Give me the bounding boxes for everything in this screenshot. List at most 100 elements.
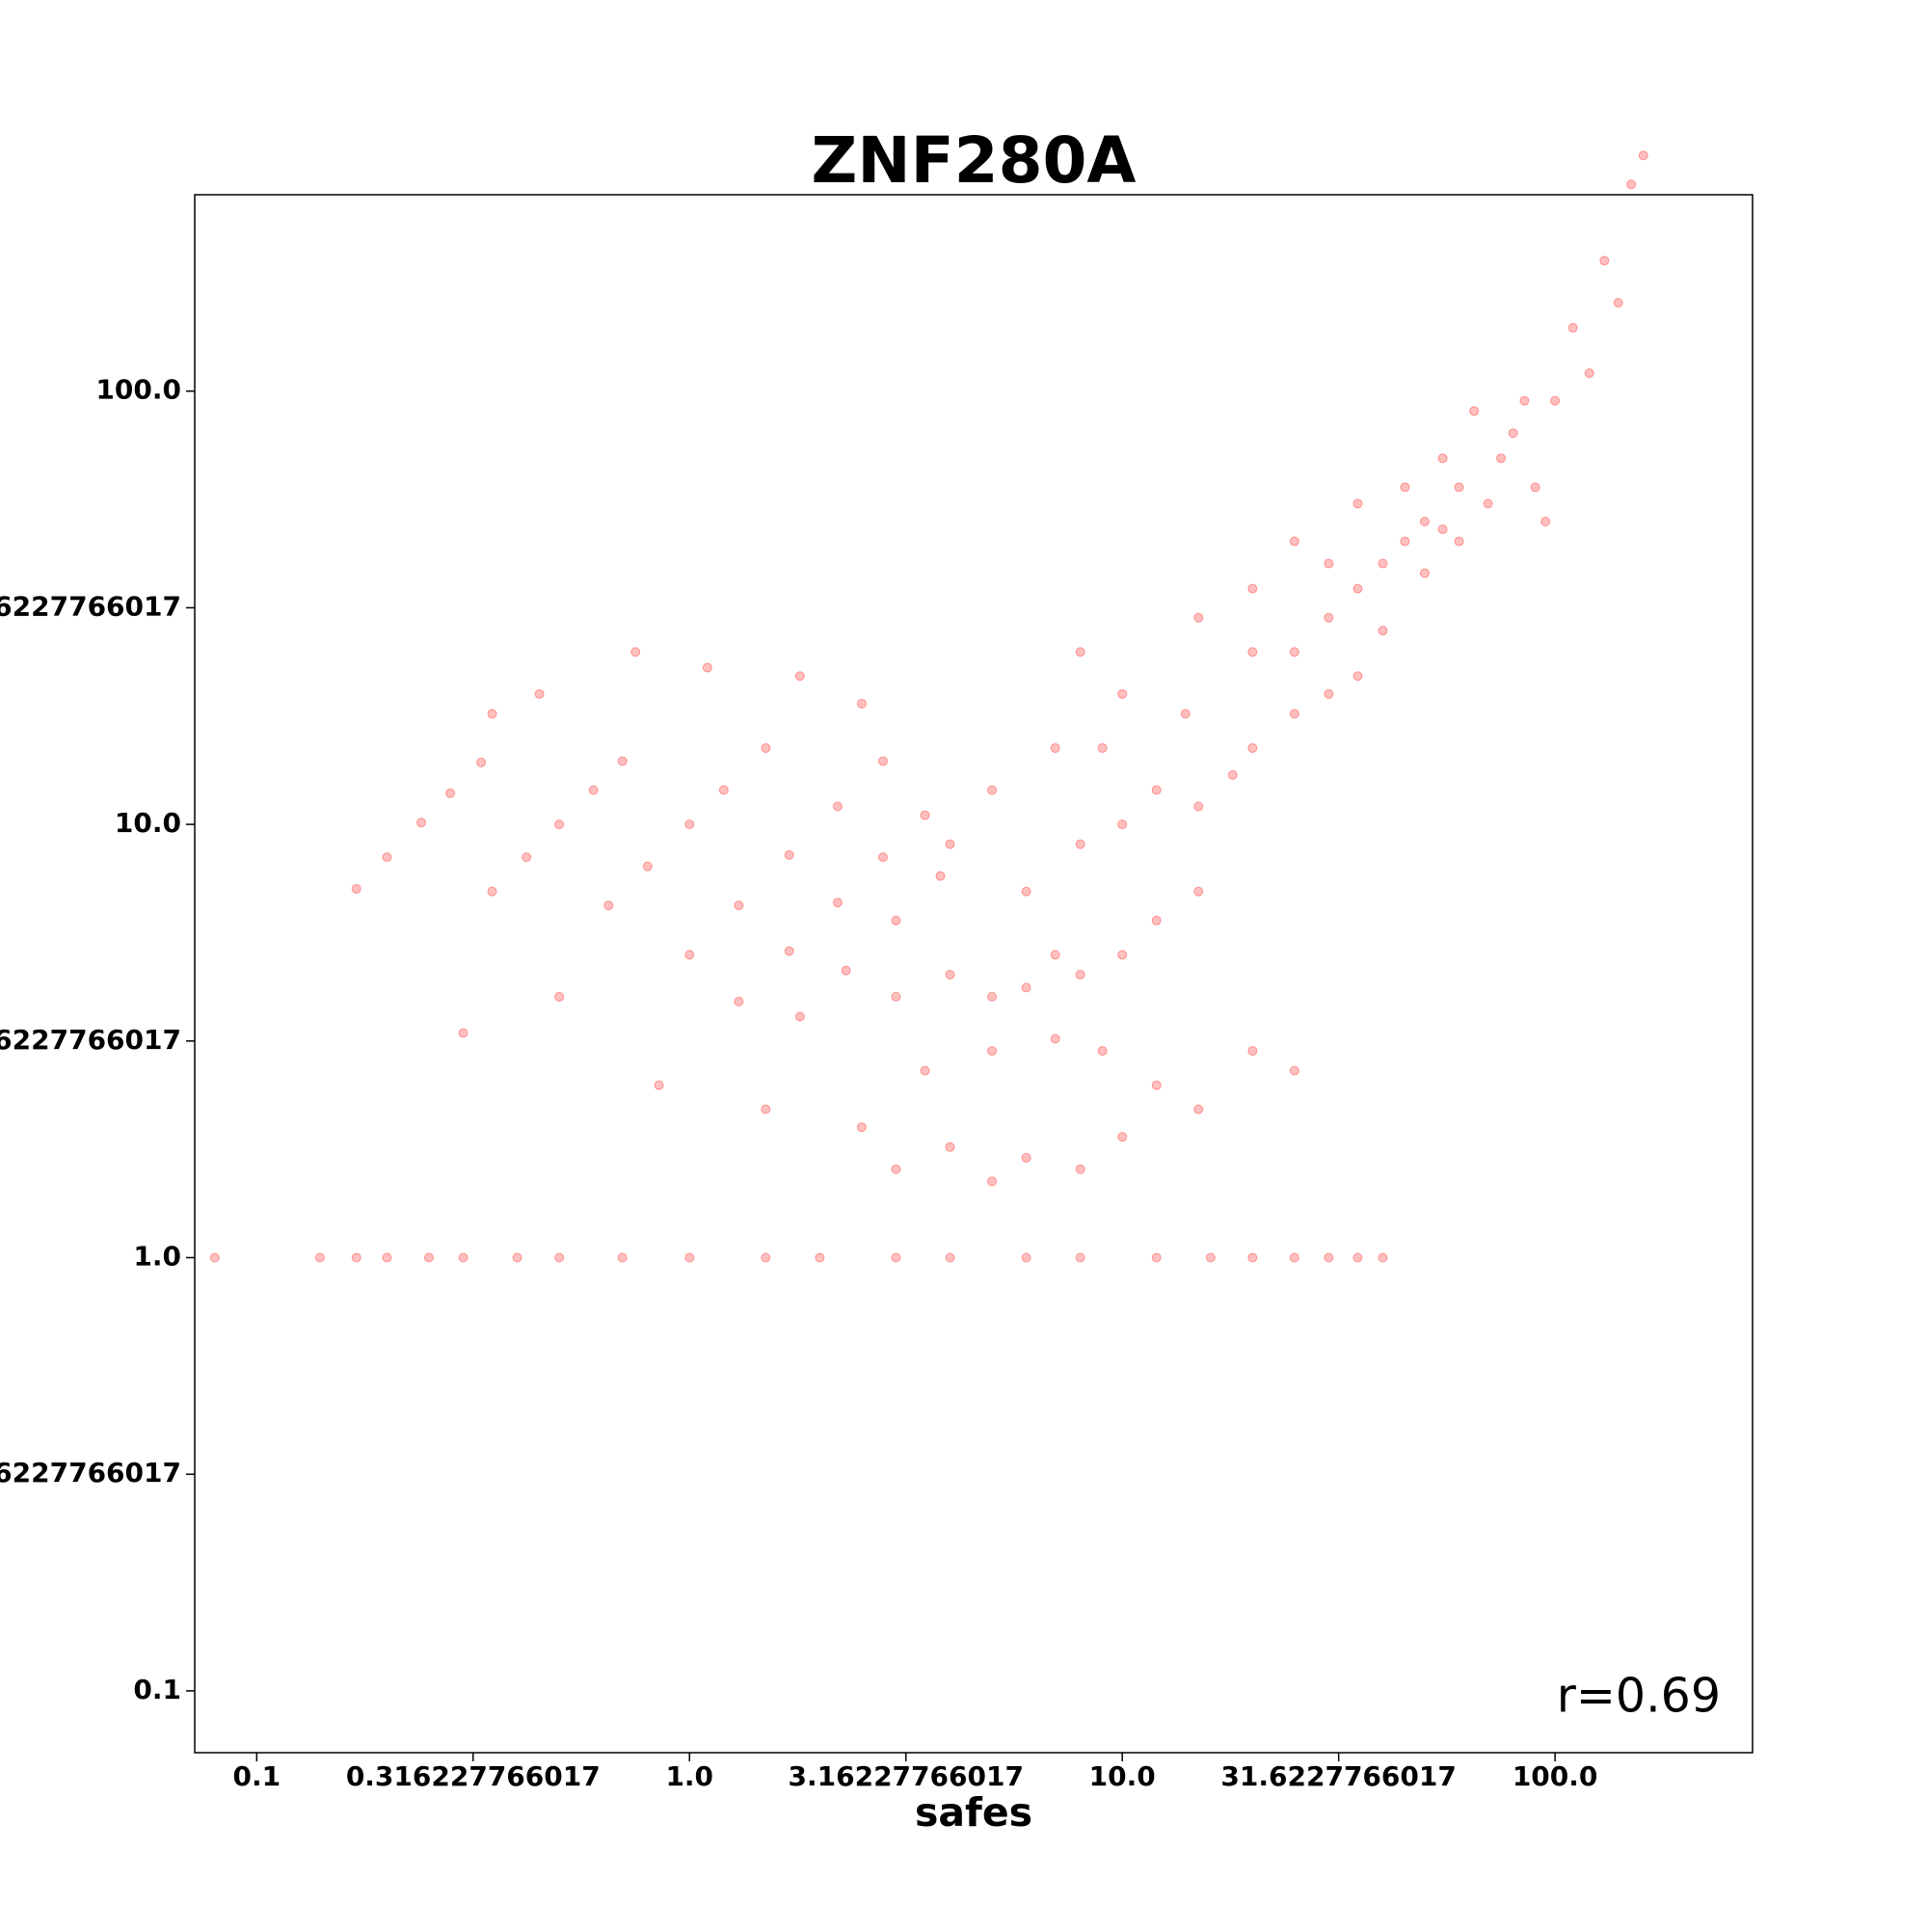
point	[1289, 709, 1299, 719]
point	[1247, 742, 1258, 753]
point	[945, 1141, 955, 1152]
x-tick-label: 10.0	[1089, 1760, 1156, 1792]
point	[877, 852, 888, 863]
point	[1496, 453, 1507, 464]
point	[487, 709, 497, 719]
point	[1151, 785, 1162, 795]
point	[1352, 583, 1363, 594]
point	[1550, 395, 1561, 406]
point	[761, 742, 771, 753]
point	[891, 1164, 901, 1174]
point	[945, 969, 955, 979]
point	[1097, 742, 1108, 753]
point	[877, 756, 888, 766]
point	[1378, 626, 1388, 636]
point	[1419, 516, 1430, 526]
point	[891, 915, 901, 926]
point	[1289, 1065, 1299, 1076]
x-tick-label: 3.16227766017	[789, 1760, 1024, 1792]
point	[351, 883, 362, 894]
point	[1378, 558, 1388, 569]
point	[718, 785, 729, 795]
x-tick-label: 0.316227766017	[346, 1760, 601, 1792]
point	[1193, 1104, 1204, 1114]
point	[945, 839, 955, 849]
point	[684, 950, 695, 960]
point	[1097, 1046, 1108, 1057]
point	[1193, 801, 1204, 812]
y-tick-label: 31.6227766017	[0, 590, 181, 622]
point	[1151, 1252, 1162, 1263]
point	[987, 1176, 998, 1187]
annotation: r=0.69	[1557, 1669, 1721, 1724]
y-tick-label: 10.0	[115, 807, 181, 839]
point	[382, 852, 392, 863]
point	[1638, 150, 1648, 161]
y-tick-label: 100.0	[95, 374, 181, 406]
point	[534, 688, 545, 699]
point	[1193, 886, 1204, 897]
point	[1324, 688, 1334, 699]
point	[1050, 1033, 1060, 1044]
point	[476, 757, 487, 767]
point	[1437, 453, 1448, 464]
point	[1205, 1252, 1216, 1263]
point	[1626, 179, 1637, 190]
point	[1530, 482, 1540, 493]
point	[1117, 1132, 1128, 1142]
point	[1117, 819, 1128, 830]
point	[1247, 1046, 1258, 1057]
point	[1454, 482, 1464, 493]
point	[1469, 406, 1480, 416]
point	[416, 818, 427, 828]
point	[1483, 498, 1493, 509]
point	[554, 819, 565, 830]
point	[1584, 368, 1594, 379]
point	[794, 1011, 805, 1022]
point	[1050, 950, 1060, 960]
point	[935, 871, 946, 881]
point	[1419, 568, 1430, 578]
point	[1227, 769, 1238, 780]
point	[891, 991, 901, 1002]
point	[1324, 558, 1334, 569]
point	[554, 991, 565, 1002]
point	[891, 1252, 901, 1263]
point	[734, 900, 744, 911]
x-tick-label: 1.0	[665, 1760, 713, 1792]
point	[1289, 647, 1299, 657]
y-tick-label: 0.1	[133, 1674, 181, 1705]
point	[1289, 536, 1299, 547]
point	[1613, 297, 1623, 308]
point	[1247, 647, 1258, 657]
point	[654, 1080, 664, 1090]
point	[630, 647, 641, 657]
point	[554, 1252, 565, 1263]
point	[1075, 1164, 1085, 1174]
point	[1289, 1252, 1299, 1263]
point	[945, 1252, 955, 1263]
point	[1117, 688, 1128, 699]
point	[987, 991, 998, 1002]
point	[1180, 709, 1191, 719]
point	[1400, 536, 1410, 547]
point	[1352, 498, 1363, 509]
y-tick-label: 3.16227766017	[0, 1024, 181, 1056]
point	[1540, 516, 1551, 526]
point	[761, 1104, 771, 1114]
point	[1352, 671, 1363, 682]
point	[1324, 612, 1334, 623]
x-tick-label: 0.1	[233, 1760, 281, 1792]
y-tick-label: 1.0	[133, 1240, 181, 1272]
point	[423, 1252, 434, 1263]
point	[1519, 395, 1530, 406]
point	[1400, 482, 1410, 493]
point	[856, 1122, 867, 1133]
point	[1247, 583, 1258, 594]
point	[617, 1252, 628, 1263]
point	[702, 662, 712, 673]
point	[815, 1252, 825, 1263]
point	[1021, 982, 1031, 993]
point	[445, 788, 456, 798]
